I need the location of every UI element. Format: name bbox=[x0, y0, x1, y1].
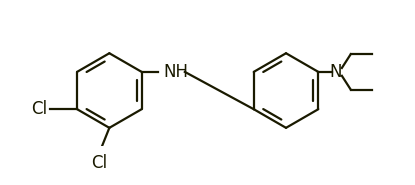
Text: Cl: Cl bbox=[32, 100, 48, 118]
Text: NH: NH bbox=[163, 63, 188, 81]
Text: Cl: Cl bbox=[91, 154, 107, 172]
Text: N: N bbox=[330, 63, 342, 81]
